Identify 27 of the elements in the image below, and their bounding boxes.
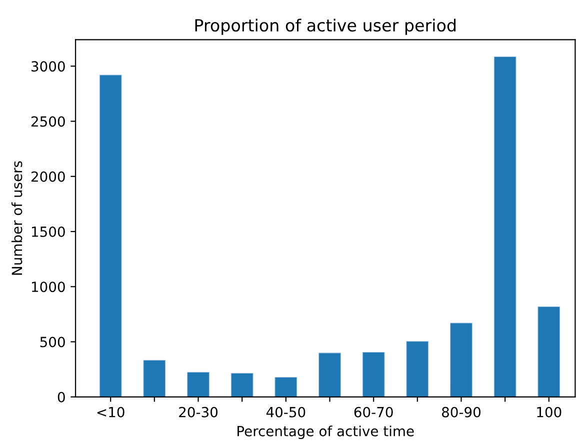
bar [99,74,122,397]
bar [362,352,385,397]
x-tick-label: <10 [97,406,124,418]
y-axis-title: Number of users [11,161,22,275]
bar [450,322,472,397]
x-tick-label: 40-50 [266,406,306,418]
y-tick-label: 500 [40,336,65,348]
x-tick-label: 80-90 [442,406,480,418]
x-tick-label: 20-30 [179,406,218,418]
y-tick-label: 2500 [31,116,65,127]
y-tick-label: 2000 [31,171,65,182]
x-axis-title: Percentage of active time [238,426,414,440]
x-tick-label: 100 [537,406,562,418]
bar [406,341,429,397]
bar [143,360,166,397]
chart-title: Proportion of active user period [195,18,456,35]
bar [318,352,341,397]
bar [187,372,210,397]
y-tick-label: 3000 [32,61,65,72]
bar [538,306,560,397]
y-tick-label: 1500 [32,226,65,237]
bar [494,56,516,397]
y-tick-label: 0 [58,392,65,402]
x-tick-label: 60-70 [354,406,393,418]
bar [274,376,298,397]
y-tick-label: 1000 [32,282,65,292]
bar [230,372,254,397]
